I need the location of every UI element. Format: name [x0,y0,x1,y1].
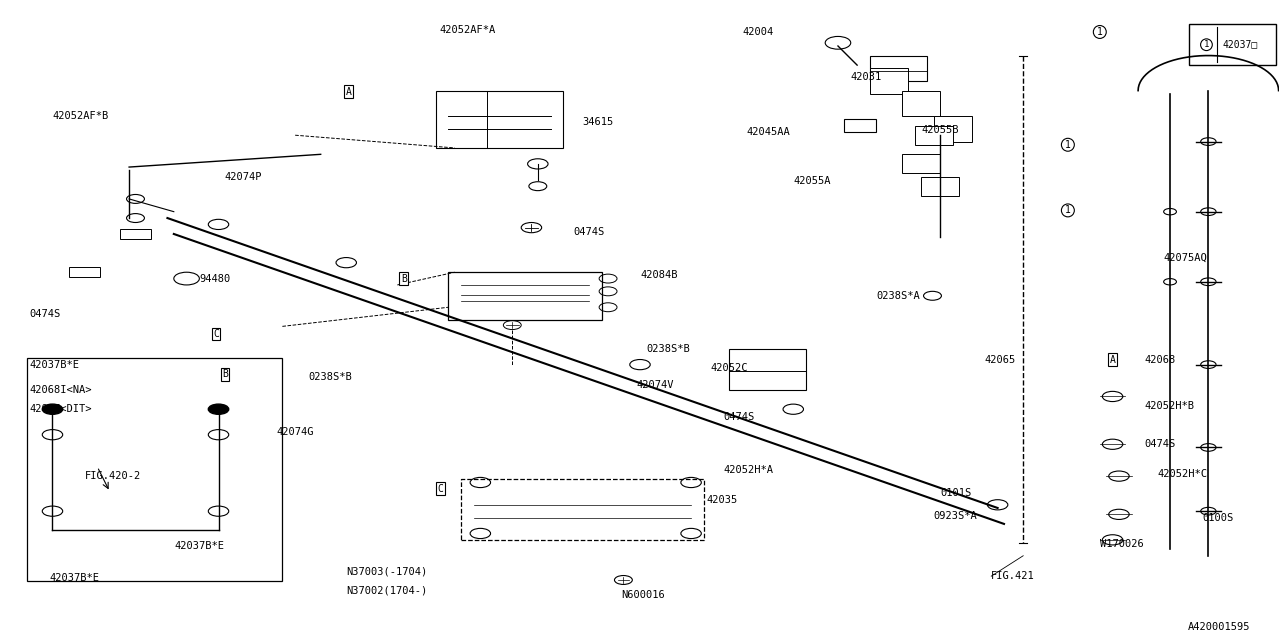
Text: N37002(1704-): N37002(1704-) [346,586,428,596]
Text: 42074V: 42074V [636,380,673,390]
Bar [120,229,151,239]
FancyBboxPatch shape [1189,24,1276,65]
Text: 42067<DIT>: 42067<DIT> [29,404,92,414]
Text: 42068: 42068 [1144,355,1176,365]
Text: N600016: N600016 [621,590,664,600]
Bar [845,119,877,132]
Text: 42084B: 42084B [640,270,677,280]
Text: 42055B: 42055B [922,125,959,135]
Bar [435,91,563,148]
Text: 94480: 94480 [200,273,230,284]
Text: 42031: 42031 [851,72,882,81]
Bar [902,154,940,173]
Text: 42074P: 42074P [225,172,262,182]
Text: B: B [221,369,228,379]
Text: 42037B*E: 42037B*E [50,573,100,583]
Bar [461,479,704,540]
Text: 42052H*C: 42052H*C [1157,469,1207,479]
Text: 0474S: 0474S [573,227,605,237]
Bar [934,116,972,141]
Text: 1: 1 [1065,205,1071,216]
Text: FIG.420-2: FIG.420-2 [84,471,141,481]
Circle shape [209,404,229,414]
Text: FIG.421: FIG.421 [991,571,1036,581]
Text: 42052H*A: 42052H*A [723,465,773,475]
Text: 42004: 42004 [742,27,773,37]
Text: 42065: 42065 [984,355,1016,365]
Text: 42035: 42035 [707,495,737,505]
Text: 0923S*A: 0923S*A [934,511,978,521]
Text: 1: 1 [1065,140,1071,150]
Text: 0238S*B: 0238S*B [646,344,690,354]
Text: A: A [346,87,352,97]
Text: 0474S: 0474S [29,308,60,319]
Bar [915,125,952,145]
Text: 42075AQ: 42075AQ [1164,253,1207,262]
Text: 0238S*B: 0238S*B [308,372,352,382]
Text: A420001595: A420001595 [1188,622,1251,632]
Text: A: A [1110,355,1115,365]
Text: 42068I<NA>: 42068I<NA> [29,385,92,395]
Text: 42037□: 42037□ [1222,40,1258,50]
Text: 0100S: 0100S [1202,513,1233,522]
Bar [730,349,806,390]
Text: 0474S: 0474S [723,412,754,422]
Text: 1: 1 [1097,27,1103,37]
Bar [448,272,602,320]
Circle shape [42,404,63,414]
Bar [69,267,100,277]
Text: 42052AF*B: 42052AF*B [52,111,109,121]
Text: 42052AF*A: 42052AF*A [439,25,495,35]
Bar [902,91,940,116]
Text: 42074G: 42074G [276,426,314,436]
Text: W170026: W170026 [1100,540,1143,549]
Text: N37003(-1704): N37003(-1704) [346,566,428,577]
Text: 42045AA: 42045AA [746,127,790,137]
Text: 0238S*A: 0238S*A [877,291,920,301]
Bar [870,68,909,94]
Text: 0474S: 0474S [1144,439,1176,449]
Text: 34615: 34615 [582,118,614,127]
Text: 42052C: 42052C [710,363,748,372]
Text: C: C [438,484,444,494]
Text: 1: 1 [1203,40,1210,49]
Bar [27,358,283,581]
Text: 0101S: 0101S [940,488,972,499]
Text: 42055A: 42055A [794,176,831,186]
Text: 42037B*E: 42037B*E [29,360,79,370]
Text: B: B [401,273,407,284]
Text: 42037B*E: 42037B*E [174,541,224,551]
Bar [870,56,928,81]
Text: 42052H*B: 42052H*B [1144,401,1194,411]
Text: C: C [212,329,219,339]
Bar [922,177,959,196]
